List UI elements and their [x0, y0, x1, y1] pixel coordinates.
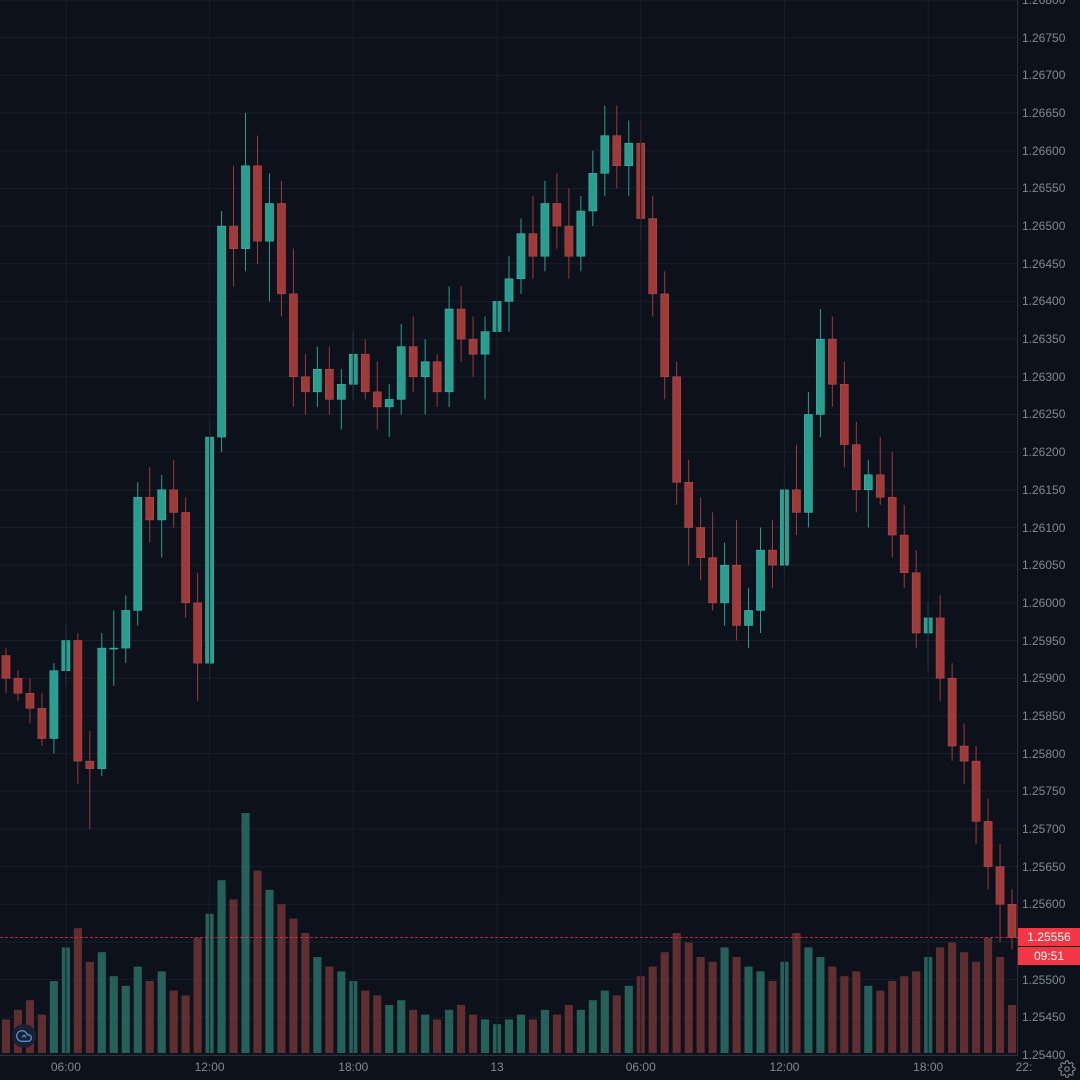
y-tick-label: 1.25750: [1018, 784, 1080, 798]
x-tick-label: 06:00: [626, 1060, 656, 1074]
y-tick-label: 1.26400: [1018, 294, 1080, 308]
y-axis[interactable]: 1.26800 1.26750 1.26700 1.26650 1.26600 1.265…: [1017, 0, 1080, 1055]
y-tick-label: 1.26650: [1018, 106, 1080, 120]
y-tick-label: 1.25650: [1018, 860, 1080, 874]
countdown-label: 09:51: [1018, 947, 1080, 965]
y-tick-label: 1.26800: [1018, 0, 1080, 7]
x-tick-label: 12:00: [769, 1060, 799, 1074]
y-tick-label: 1.25450: [1018, 1010, 1080, 1024]
settings-gear-icon[interactable]: [1058, 1060, 1076, 1078]
x-tick-label: 18:00: [913, 1060, 943, 1074]
y-tick-label: 1.26150: [1018, 483, 1080, 497]
candlestick-chart[interactable]: [0, 0, 1018, 1055]
y-tick-label: 1.26700: [1018, 68, 1080, 82]
y-tick-label: 1.26000: [1018, 596, 1080, 610]
y-tick-label: 1.26350: [1018, 332, 1080, 346]
y-tick-label: 1.26500: [1018, 219, 1080, 233]
y-tick-label: 1.26050: [1018, 558, 1080, 572]
y-tick-label: 1.25500: [1018, 973, 1080, 987]
current-price-label: 1.25556: [1018, 928, 1080, 946]
x-tick-label: 12:00: [195, 1060, 225, 1074]
y-tick-label: 1.26200: [1018, 445, 1080, 459]
current-price-line: [0, 937, 1018, 938]
y-tick-label: 1.26250: [1018, 407, 1080, 421]
y-tick-label: 1.25900: [1018, 671, 1080, 685]
x-tick-label: 18:00: [338, 1060, 368, 1074]
y-tick-label: 1.26550: [1018, 181, 1080, 195]
x-tick-label: 06:00: [51, 1060, 81, 1074]
y-tick-label: 1.26600: [1018, 144, 1080, 158]
y-tick-label: 1.25700: [1018, 822, 1080, 836]
x-axis[interactable]: 06:0012:0018:001306:0012:0018:0022:: [0, 1055, 1018, 1080]
x-tick-label: 22:: [1016, 1060, 1033, 1074]
y-tick-label: 1.25850: [1018, 709, 1080, 723]
y-tick-label: 1.25800: [1018, 747, 1080, 761]
y-tick-label: 1.26300: [1018, 370, 1080, 384]
y-tick-label: 1.25600: [1018, 897, 1080, 911]
y-tick-label: 1.26450: [1018, 257, 1080, 271]
x-tick-label: 13: [490, 1060, 503, 1074]
y-tick-label: 1.26750: [1018, 31, 1080, 45]
y-tick-label: 1.26100: [1018, 521, 1080, 535]
cloud-sync-icon[interactable]: [12, 1024, 36, 1048]
y-tick-label: 1.25950: [1018, 634, 1080, 648]
